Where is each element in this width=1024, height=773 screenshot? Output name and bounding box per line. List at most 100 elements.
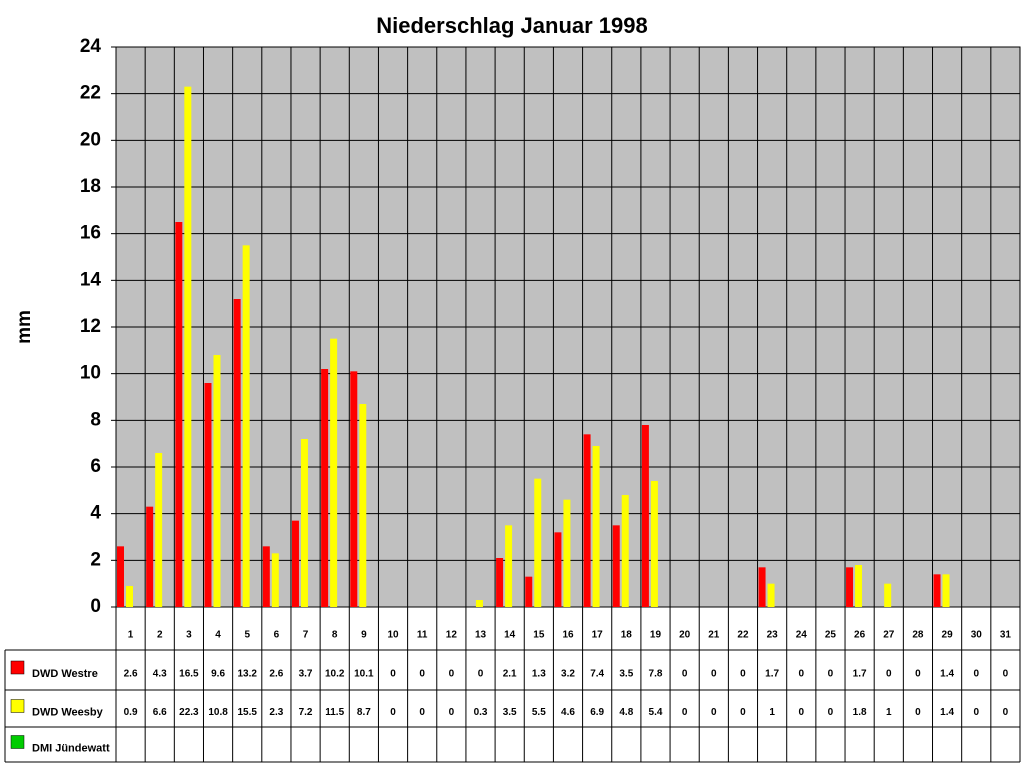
- bar: [213, 355, 221, 607]
- legend-swatch: [10, 660, 25, 675]
- bar: [496, 558, 504, 607]
- table-value: 16.5: [179, 669, 199, 680]
- table-value: 2.3: [269, 707, 283, 718]
- y-tick-label: 14: [80, 269, 102, 290]
- bar: [475, 600, 483, 607]
- x-tick-label: 7: [303, 630, 309, 641]
- x-tick-label: 4: [215, 630, 221, 641]
- table-value: 0: [682, 707, 688, 718]
- bar: [767, 583, 775, 607]
- bar: [175, 222, 183, 607]
- table-value: 0: [973, 707, 979, 718]
- table-value: 7.8: [649, 669, 663, 680]
- table-value: 4.8: [619, 707, 633, 718]
- table-value: 0: [419, 707, 425, 718]
- x-tick-label: 5: [244, 630, 250, 641]
- bar: [242, 245, 250, 608]
- table-value: 2.1: [503, 669, 517, 680]
- table-value: 0: [449, 707, 455, 718]
- bar: [155, 453, 163, 607]
- bar: [641, 425, 649, 607]
- y-tick-label: 8: [90, 409, 101, 430]
- table-value: 0: [828, 707, 834, 718]
- bar: [233, 299, 241, 607]
- table-value: 0: [886, 669, 892, 680]
- table-value: 1.7: [765, 669, 779, 680]
- bar: [300, 439, 308, 607]
- chart-title: Niederschlag Januar 1998: [376, 13, 647, 38]
- x-tick-label: 15: [533, 630, 545, 641]
- y-tick-label: 24: [80, 36, 102, 57]
- bar: [933, 574, 941, 607]
- table-value: 0: [828, 669, 834, 680]
- bar: [758, 567, 766, 607]
- y-tick-label: 6: [90, 456, 101, 477]
- x-tick-label: 19: [650, 630, 662, 641]
- table-value: 3.2: [561, 669, 575, 680]
- bar: [291, 520, 299, 607]
- bar: [592, 446, 600, 607]
- bar: [117, 546, 124, 607]
- y-tick-label: 4: [90, 503, 101, 524]
- table-value: 0: [711, 707, 717, 718]
- x-tick-label: 27: [883, 630, 895, 641]
- table-value: 0: [740, 707, 746, 718]
- bar: [321, 369, 329, 607]
- y-tick-label: 0: [90, 596, 101, 617]
- x-tick-label: 16: [562, 630, 574, 641]
- x-tick-label: 3: [186, 630, 192, 641]
- bar: [534, 478, 542, 607]
- table-value: 1.4: [940, 707, 954, 718]
- table-value: 0: [1003, 707, 1009, 718]
- table-value: 0: [390, 707, 396, 718]
- table-value: 0.9: [124, 707, 138, 718]
- legend-swatch: [10, 735, 25, 749]
- bar: [554, 532, 562, 607]
- x-tick-label: 25: [825, 630, 837, 641]
- table-value: 4.3: [153, 669, 167, 680]
- table-value: 15.5: [237, 707, 257, 718]
- legend-label: DMI Jündewatt: [32, 742, 110, 754]
- bar: [855, 565, 863, 607]
- table-value: 0: [390, 669, 396, 680]
- bar: [184, 86, 192, 607]
- bar: [505, 525, 513, 607]
- table-value: 0: [799, 669, 805, 680]
- x-tick-label: 8: [332, 630, 338, 641]
- table-value: 5.4: [649, 707, 663, 718]
- bar: [359, 404, 367, 607]
- y-tick-label: 16: [80, 223, 101, 244]
- table-value: 3.7: [299, 669, 313, 680]
- table-value: 0: [915, 669, 921, 680]
- x-tick-label: 9: [361, 630, 367, 641]
- x-tick-label: 14: [504, 630, 516, 641]
- table-value: 13.2: [237, 669, 257, 680]
- table-value: 10.1: [354, 669, 374, 680]
- bar: [330, 338, 338, 607]
- x-tick-label: 17: [592, 630, 604, 641]
- table-value: 3.5: [503, 707, 517, 718]
- table-value: 8.7: [357, 707, 371, 718]
- x-tick-label: 22: [737, 630, 749, 641]
- x-tick-label: 1: [128, 630, 134, 641]
- x-tick-label: 26: [854, 630, 866, 641]
- y-tick-label: 22: [80, 83, 101, 104]
- table-value: 7.4: [590, 669, 604, 680]
- bar: [126, 586, 133, 607]
- y-tick-label: 20: [80, 129, 101, 150]
- table-value: 10.8: [208, 707, 228, 718]
- bar: [621, 495, 629, 607]
- table-value: 6.9: [590, 707, 604, 718]
- x-tick-label: 18: [621, 630, 633, 641]
- x-tick-label: 30: [971, 630, 983, 641]
- table-value: 3.5: [619, 669, 633, 680]
- bar: [563, 499, 571, 607]
- y-tick-label: 10: [80, 363, 101, 384]
- x-tick-label: 11: [417, 630, 428, 641]
- table-value: 7.2: [299, 707, 313, 718]
- y-tick-label: 12: [80, 316, 101, 337]
- legend-label: DWD Weesby: [32, 706, 104, 718]
- table-value: 2.6: [269, 669, 283, 680]
- table-value: 9.6: [211, 669, 225, 680]
